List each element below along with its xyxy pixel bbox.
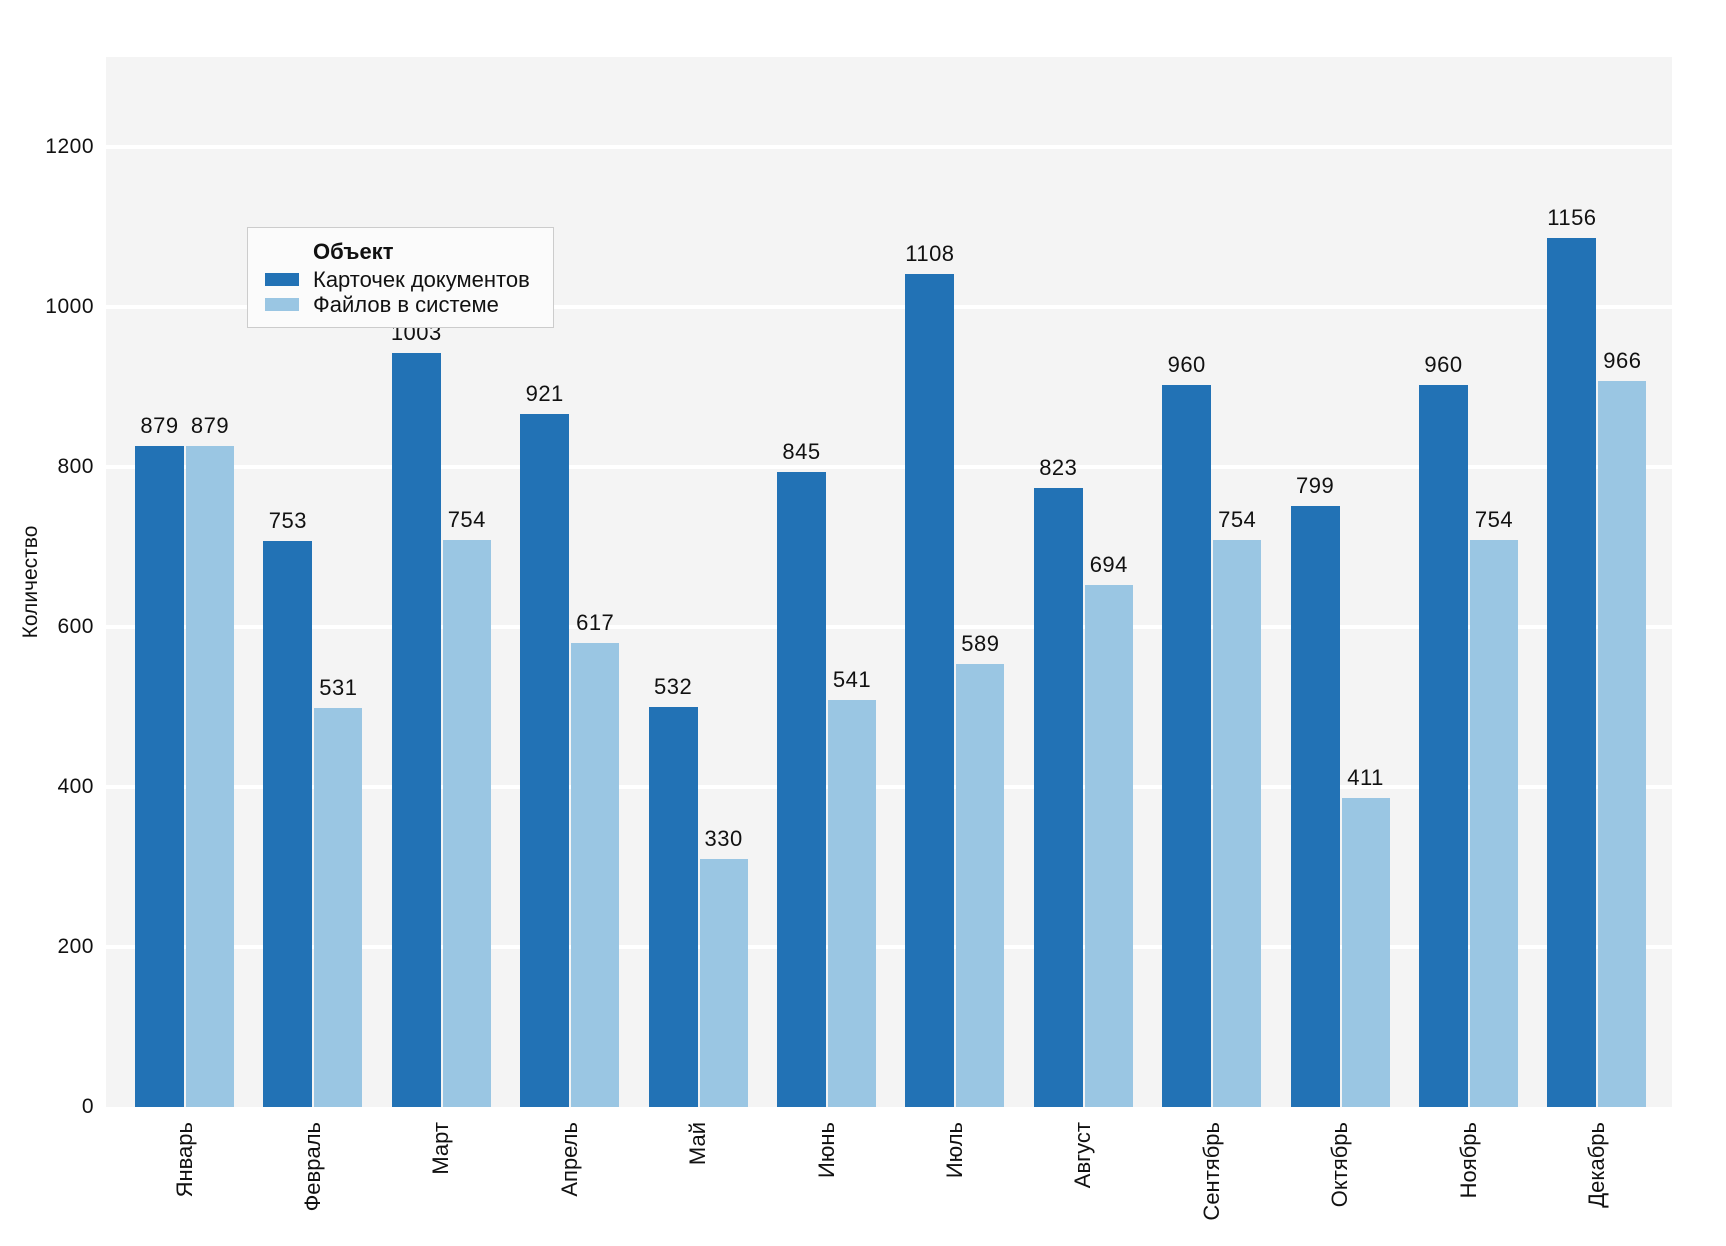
bar-files-11: [1470, 540, 1518, 1107]
gridline-800: [106, 465, 1672, 469]
bar-value-label: 411: [1347, 764, 1384, 790]
bar-value-label: 799: [1295, 473, 1335, 499]
bar-value-label: 966: [1603, 347, 1642, 373]
legend-item: Файлов в системе: [265, 292, 537, 317]
legend: Объект Карточек документов Файлов в систе…: [247, 227, 554, 328]
x-tick-label-3: Март: [428, 1122, 454, 1175]
bar-value-label: 754: [447, 507, 486, 532]
bar-value-label: 754: [1474, 507, 1514, 532]
x-tick-label-10: Октябрь: [1327, 1122, 1353, 1208]
bar-value-label: 960: [1167, 352, 1206, 378]
bar-files-5: [699, 858, 748, 1107]
bar-files-9: [1213, 540, 1262, 1107]
bar-files-7: [956, 664, 1005, 1107]
x-tick-label-5: Май: [685, 1122, 711, 1166]
bar-files-4: [571, 643, 620, 1107]
bar-documents-6: [777, 471, 826, 1107]
y-axis-label: Количество: [19, 525, 42, 639]
legend-item: Карточек документов: [265, 267, 537, 292]
bar-documents-2: [263, 540, 313, 1107]
x-tick-label-2: Февраль: [299, 1122, 325, 1212]
bar-documents-3: [391, 352, 441, 1107]
bar-value-label: 1156: [1547, 204, 1597, 230]
bar-value-label: 879: [140, 413, 179, 438]
bar-files-3: [442, 540, 491, 1107]
bar-documents-4: [520, 414, 570, 1107]
y-tick-label: 800: [57, 455, 94, 478]
y-tick-label: 0: [81, 1095, 94, 1118]
x-tick-label-9: Сентябрь: [1198, 1122, 1224, 1221]
gridline-400: [106, 785, 1672, 789]
gridline-1200: [106, 145, 1672, 149]
legend-swatch-documents: [265, 273, 299, 286]
bar-files-1: [186, 446, 234, 1107]
bar-value-label: 589: [961, 631, 1000, 657]
bar-value-label: 1108: [905, 240, 955, 266]
bar-files-2: [314, 707, 363, 1107]
x-tick-label-6: Июнь: [813, 1122, 839, 1178]
bar-documents-11: [1419, 385, 1468, 1107]
legend-items: Карточек документов Файлов в системе: [265, 267, 537, 317]
bar-value-label: 330: [704, 825, 743, 851]
x-tick-label-12: Декабрь: [1583, 1122, 1609, 1208]
bar-documents-10: [1290, 506, 1340, 1107]
x-tick-label-8: Август: [1070, 1122, 1096, 1189]
bar-documents-8: [1033, 488, 1083, 1107]
bar-documents-5: [648, 706, 698, 1107]
y-tick-label: 1000: [45, 295, 94, 318]
bar-value-label: 541: [832, 667, 872, 693]
bar-files-6: [828, 700, 876, 1107]
plot-area: 879 879 753 531 1003 754 921 617 532 330 845 541 110…: [106, 57, 1672, 1107]
bar-documents-7: [905, 273, 955, 1107]
bar-value-label: 753: [268, 507, 307, 533]
gridline-1000: [106, 305, 1672, 309]
bar-value-label: 754: [1218, 507, 1257, 532]
y-tick-label: 400: [57, 775, 94, 798]
y-tick-label: 600: [57, 615, 94, 638]
bar-value-label: 921: [525, 381, 564, 407]
bar-value-label: 531: [319, 674, 358, 700]
legend-item-label: Файлов в системе: [313, 291, 499, 317]
bar-files-12: [1598, 380, 1647, 1107]
bar-documents-9: [1162, 385, 1212, 1107]
bar-value-label: 823: [1039, 455, 1078, 481]
y-tick-label: 1200: [45, 135, 94, 158]
bar-value-label: 879: [190, 413, 230, 438]
bar-files-10: [1341, 797, 1390, 1107]
bar-value-label: 532: [653, 673, 693, 699]
bar-value-label: 617: [576, 610, 615, 636]
x-tick-label-1: Январь: [171, 1122, 197, 1198]
bar-value-label: 960: [1424, 352, 1463, 378]
bar-value-label: 694: [1089, 552, 1128, 578]
x-tick-label-11: Ноябрь: [1455, 1122, 1481, 1199]
legend-item-label: Карточек документов: [313, 266, 530, 292]
bar-files-8: [1084, 585, 1133, 1107]
gridline-600: [106, 625, 1672, 629]
legend-swatch-files: [265, 298, 299, 311]
x-tick-label-7: Июль: [941, 1122, 967, 1179]
x-tick-label-4: Апрель: [556, 1122, 582, 1197]
gridline-200: [106, 945, 1672, 949]
bar-documents-1: [135, 446, 184, 1107]
bar-value-label: 845: [782, 438, 821, 464]
legend-title: Объект: [313, 239, 394, 264]
bar-documents-12: [1547, 237, 1597, 1107]
y-tick-label: 200: [57, 935, 94, 958]
